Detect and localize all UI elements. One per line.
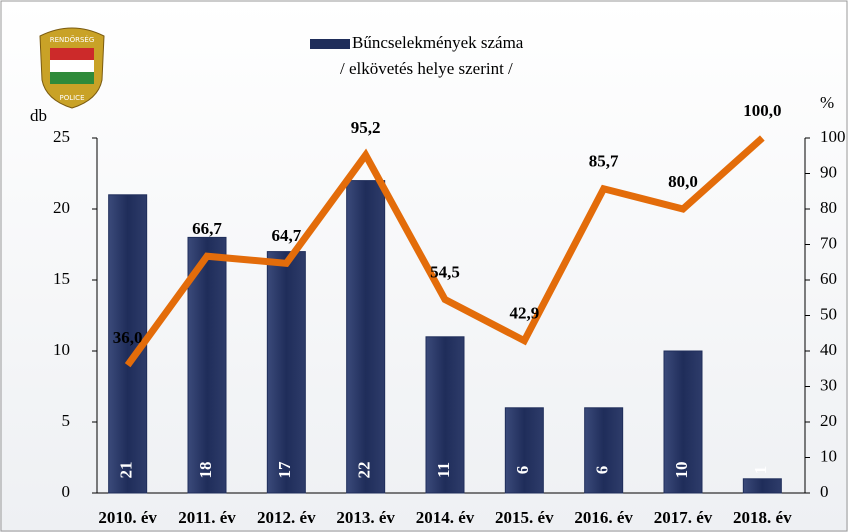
bar (425, 336, 465, 494)
bar-value-label: 6 (513, 466, 532, 475)
y-axis-label: db (30, 106, 47, 125)
line (124, 135, 765, 368)
bar (584, 407, 624, 494)
x-tick-label: 2015. év (495, 508, 554, 527)
bar-value-label: 11 (434, 462, 453, 478)
bar-value-label: 6 (593, 466, 612, 475)
logo-bottom: POLICE (59, 94, 84, 102)
bar (266, 251, 306, 494)
y2-tick-label: 90 (820, 162, 837, 181)
bar (504, 407, 544, 494)
y2-tick-label: 20 (820, 411, 837, 430)
y2-tick-label: 60 (820, 269, 837, 288)
line-value-label: 64,7 (271, 226, 301, 245)
y2-tick-label: 70 (820, 233, 837, 252)
y-tick-label: 0 (62, 482, 71, 501)
y2-tick-label: 50 (820, 304, 837, 323)
bar (346, 180, 386, 494)
y2-tick-label: 100 (820, 127, 846, 146)
x-tick-label: 2017. év (654, 508, 713, 527)
line-value-label: 54,5 (430, 262, 460, 281)
y-tick-label: 20 (53, 198, 70, 217)
bar (663, 350, 703, 494)
bar (187, 236, 227, 494)
legend-label: Bűncselekmények száma (352, 33, 524, 52)
line-value-label: 95,2 (351, 118, 381, 137)
line-value-label: 100,0 (743, 101, 781, 120)
bar-value-label: 17 (275, 461, 294, 479)
bar-value-label: 18 (196, 462, 215, 479)
legend-swatch (310, 39, 350, 49)
legend-subtitle: / elkövetés helye szerint / (340, 59, 513, 78)
y2-tick-label: 30 (820, 375, 837, 394)
y2-tick-label: 80 (820, 198, 837, 217)
logo-top: RENDŐRSÉG (50, 35, 95, 44)
x-tick-label: 2013. év (336, 508, 395, 527)
y-tick-label: 25 (53, 127, 70, 146)
x-tick-label: 2018. év (733, 508, 792, 527)
x-tick-label: 2014. év (416, 508, 475, 527)
line-value-label: 42,9 (509, 304, 539, 323)
line-value-label: 66,7 (192, 219, 222, 238)
line-value-label: 36,0 (113, 328, 143, 347)
y2-tick-label: 10 (820, 446, 837, 465)
y-tick-label: 5 (62, 411, 71, 430)
bar-value-label: 10 (672, 462, 691, 479)
line-value-label: 80,0 (668, 172, 698, 191)
y-tick-label: 15 (53, 269, 70, 288)
x-tick-label: 2011. év (178, 508, 236, 527)
logo: RENDŐRSÉG POLICE (39, 27, 105, 109)
bar-value-label: 22 (355, 462, 374, 479)
bar-value-label: 1 (751, 466, 770, 475)
y2-axis-label: % (820, 93, 834, 112)
bar (742, 478, 782, 494)
y2-tick-label: 40 (820, 340, 837, 359)
x-tick-label: 2012. év (257, 508, 316, 527)
line-value-label: 85,7 (589, 152, 619, 171)
y-tick-label: 10 (53, 340, 70, 359)
x-tick-label: 2016. év (574, 508, 633, 527)
bar-value-label: 21 (117, 462, 136, 479)
x-tick-label: 2010. év (98, 508, 157, 527)
y2-tick-label: 0 (820, 482, 829, 501)
